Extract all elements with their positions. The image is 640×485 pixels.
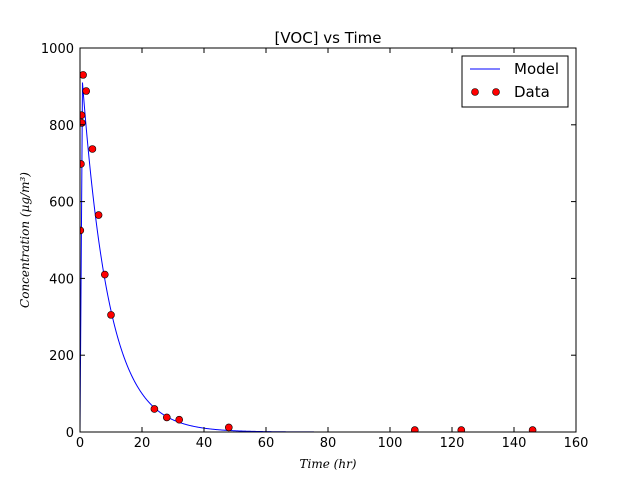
y-tick-label: 800 xyxy=(49,119,74,134)
y-tick-label: 0 xyxy=(66,426,74,441)
data-point xyxy=(457,426,466,432)
legend-data-label: Data xyxy=(514,83,550,101)
y-tick-label: 600 xyxy=(49,196,74,211)
data-point xyxy=(163,413,171,422)
data-point xyxy=(225,423,233,432)
data-point xyxy=(82,87,90,95)
data-point xyxy=(107,311,115,319)
data-point xyxy=(80,71,87,79)
data-point xyxy=(88,145,97,153)
legend-data-marker-1 xyxy=(471,88,479,96)
data-point xyxy=(528,426,537,432)
x-tick-label: 20 xyxy=(134,436,151,451)
y-axis-label: Concentration (µg/m³) xyxy=(18,172,32,308)
legend-data-marker-2 xyxy=(492,88,500,96)
legend: Model Data xyxy=(461,55,569,108)
x-tick-label: 160 xyxy=(564,436,589,451)
data-point xyxy=(411,426,419,432)
y-tick-label: 1000 xyxy=(41,42,74,57)
data-point xyxy=(101,270,109,279)
x-tick-label: 120 xyxy=(440,436,465,451)
x-tick-label: 40 xyxy=(196,436,213,451)
x-tick-label: 140 xyxy=(502,436,527,451)
data-point xyxy=(175,415,183,424)
chart-title: [VOC] vs Time xyxy=(275,29,382,47)
x-tick-label: 80 xyxy=(320,436,337,451)
y-tick-label: 200 xyxy=(49,349,74,364)
legend-model-label: Model xyxy=(514,60,559,78)
data-point xyxy=(80,111,86,119)
legend-box xyxy=(461,55,569,108)
ticks-layer: 0 20 40 60 80 100 120 140 160 0 200 400 600 800 1000 xyxy=(41,42,589,451)
data-point xyxy=(150,405,159,413)
x-tick-label: 100 xyxy=(378,436,403,451)
x-tick-label: 0 xyxy=(76,436,84,451)
data-point xyxy=(80,160,85,168)
x-axis-label: Time (hr) xyxy=(300,457,357,471)
y-tick-label: 400 xyxy=(49,272,74,287)
x-tick-label: 60 xyxy=(258,436,275,451)
data-point xyxy=(94,211,103,219)
